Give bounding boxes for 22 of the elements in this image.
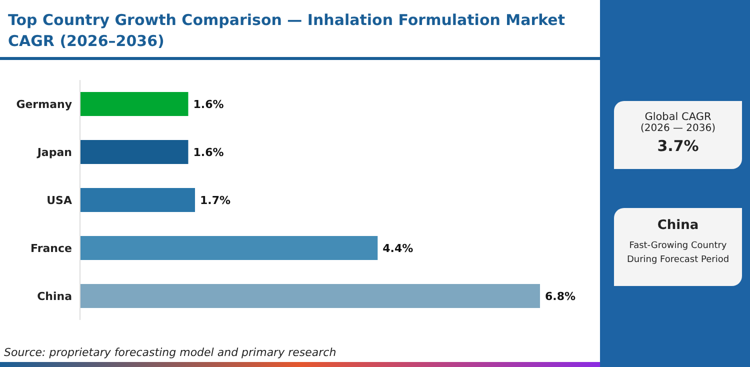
bar <box>80 188 195 212</box>
data-label: 1.6% <box>193 146 224 159</box>
bar <box>80 284 540 308</box>
text: Global CAGR <box>644 111 712 123</box>
chart-title: Top Country Growth Comparison — Inhalation Formulation Market CAGR (2026–2036) <box>8 10 566 52</box>
y-tick-label: USA <box>46 194 72 207</box>
source-note: Source: proprietary forecasting model and primary research <box>4 346 336 359</box>
text: Fast-Growing Country During Forecast Period <box>626 240 730 267</box>
y-tick-label: China <box>37 290 72 303</box>
text: China <box>656 218 700 233</box>
data-label: 4.4% <box>382 242 414 255</box>
text: (2026 — 2036) <box>639 123 717 134</box>
y-tick-label: France <box>30 242 72 255</box>
y-tick-label: Germany <box>16 98 72 111</box>
data-label: 1.7% <box>200 194 231 207</box>
data-label: 6.8% <box>545 290 576 303</box>
bar <box>80 92 188 116</box>
text: 3.7% <box>656 137 700 155</box>
y-tick-label: Japan <box>36 146 72 159</box>
bar <box>80 140 188 164</box>
data-label: 1.6% <box>193 98 224 111</box>
bar <box>80 236 378 260</box>
